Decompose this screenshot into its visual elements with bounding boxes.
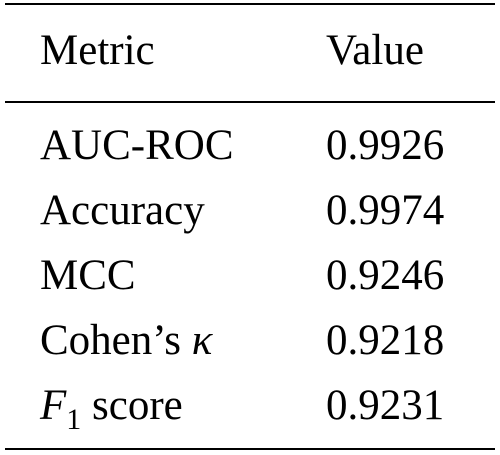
header-value: Value [326, 27, 424, 74]
metric-cohens-kappa: Cohen’s κ [40, 316, 212, 366]
metric-mcc: MCC [40, 252, 136, 299]
top-rule [5, 3, 495, 5]
value-mcc: 0.9246 [326, 252, 445, 299]
value-f1-score: 0.9231 [326, 382, 445, 429]
kappa-symbol: κ [191, 317, 213, 364]
f-symbol: F [40, 382, 67, 429]
value-auc-roc: 0.9926 [326, 122, 445, 169]
metric-auc-roc: AUC-ROC [40, 122, 234, 169]
value-accuracy: 0.9974 [326, 187, 445, 234]
metric-cohens-kappa-prefix: Cohen’s [40, 317, 192, 364]
metric-accuracy: Accuracy [40, 187, 205, 234]
header-metric: Metric [40, 27, 155, 74]
metric-f1-score: F1 score [40, 381, 183, 435]
bottom-rule [5, 448, 495, 450]
header-rule [5, 101, 495, 103]
value-cohens-kappa: 0.9218 [326, 317, 445, 364]
metric-f1-suffix: score [81, 382, 183, 429]
f1-subscript: 1 [66, 403, 82, 436]
